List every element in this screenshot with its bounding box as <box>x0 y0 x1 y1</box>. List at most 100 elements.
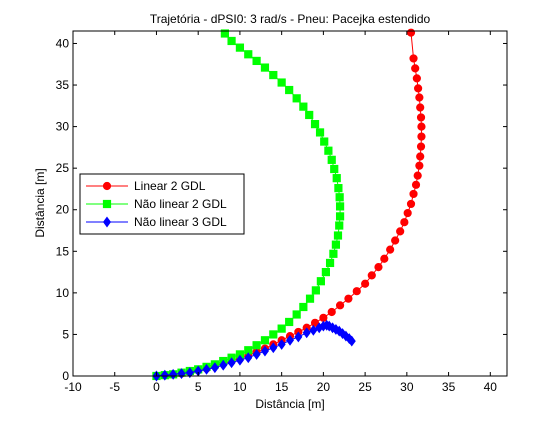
x-tick-label: 25 <box>358 380 372 394</box>
y-tick-label: 15 <box>56 244 70 258</box>
data-point <box>269 342 278 354</box>
data-point <box>299 102 308 111</box>
data-point <box>160 369 169 381</box>
data-point <box>310 318 320 327</box>
data-point <box>335 202 345 211</box>
data-point <box>269 70 278 80</box>
data-point <box>309 324 318 336</box>
data-point <box>277 324 286 333</box>
legend-marker <box>102 181 112 191</box>
data-point <box>299 302 308 312</box>
data-point <box>416 152 425 161</box>
data-point <box>335 301 345 310</box>
data-point <box>292 94 301 103</box>
data-point <box>321 267 330 277</box>
data-point <box>252 348 261 360</box>
y-tick-label: 20 <box>56 203 70 217</box>
x-tick-label: -5 <box>109 380 120 394</box>
x-tick-label: 0 <box>153 380 160 394</box>
data-point <box>327 307 336 317</box>
data-point <box>269 330 278 339</box>
data-point <box>220 29 230 38</box>
y-axis-label: Distância [m] <box>33 168 47 237</box>
data-point <box>202 363 211 375</box>
x-tick-label: 35 <box>442 380 456 394</box>
data-point <box>335 221 344 230</box>
data-point <box>310 120 320 129</box>
data-point <box>252 341 261 350</box>
plot-frame <box>72 30 508 377</box>
legend-label: Não linear 2 GDL <box>134 197 227 211</box>
x-tick-label: -10 <box>64 380 82 394</box>
data-point <box>417 132 426 141</box>
series-nao-linear-3-gdl <box>152 319 356 382</box>
data-point <box>311 286 320 295</box>
data-point <box>219 359 228 371</box>
data-point <box>344 294 353 303</box>
data-point <box>374 262 383 272</box>
chart-title: Trajetória - dPSI0: 3 rad/s - Pneu: Pace… <box>150 12 431 26</box>
data-point <box>316 277 325 286</box>
data-point <box>335 193 344 202</box>
x-tick-label: 5 <box>195 380 202 394</box>
data-point <box>277 78 286 87</box>
data-point <box>320 137 329 146</box>
legend-item: Não linear 2 GDL <box>86 197 227 211</box>
data-point <box>329 249 338 258</box>
data-point <box>260 63 270 72</box>
data-point <box>227 357 236 369</box>
data-point <box>411 180 421 189</box>
data-point <box>330 164 339 174</box>
x-tick-label: 30 <box>400 380 414 394</box>
legend-item: Não linear 3 GDL <box>86 215 227 229</box>
data-point <box>409 54 418 63</box>
x-tick-label: 20 <box>317 380 331 394</box>
data-point <box>305 110 314 120</box>
data-point <box>341 330 350 342</box>
data-point <box>406 28 416 37</box>
data-point <box>396 227 405 236</box>
data-point <box>235 43 245 52</box>
data-point <box>305 294 315 303</box>
x-tick-label: 15 <box>275 380 289 394</box>
data-point <box>412 74 421 83</box>
data-point <box>400 218 409 227</box>
x-tick-label: 10 <box>233 380 247 394</box>
data-point <box>416 103 425 112</box>
y-tick-label: 35 <box>56 78 70 92</box>
data-point <box>325 258 335 268</box>
data-point <box>380 254 389 263</box>
legend-marker <box>102 199 112 209</box>
data-point <box>415 161 424 170</box>
data-point <box>335 212 345 221</box>
data-point <box>185 367 194 379</box>
data-point <box>367 271 376 280</box>
data-point <box>252 56 261 66</box>
data-point <box>413 171 422 180</box>
data-point <box>324 146 333 155</box>
y-tick-label: 30 <box>56 120 70 134</box>
data-point <box>227 36 236 46</box>
data-point <box>417 122 426 131</box>
data-point <box>335 325 344 337</box>
data-point <box>406 199 416 209</box>
x-tick-label: 40 <box>484 380 498 394</box>
data-point <box>260 345 269 357</box>
data-point <box>333 231 343 240</box>
data-point <box>334 184 343 193</box>
legend-label: Não linear 3 GDL <box>134 215 227 229</box>
data-point <box>285 334 295 346</box>
data-point <box>415 93 424 102</box>
data-point <box>292 310 301 319</box>
data-point <box>386 245 395 254</box>
data-point <box>411 64 420 73</box>
data-point <box>347 335 356 347</box>
y-tick-label: 25 <box>56 161 70 175</box>
data-point <box>302 327 311 339</box>
data-point <box>319 313 328 322</box>
data-point <box>332 174 341 183</box>
data-point <box>416 142 426 151</box>
data-point <box>315 128 325 137</box>
axis-ticks: -10 -5 0 5 10 15 20 25 30 35 40 0 5 10 15 20 25 30 35 40 <box>56 31 507 394</box>
